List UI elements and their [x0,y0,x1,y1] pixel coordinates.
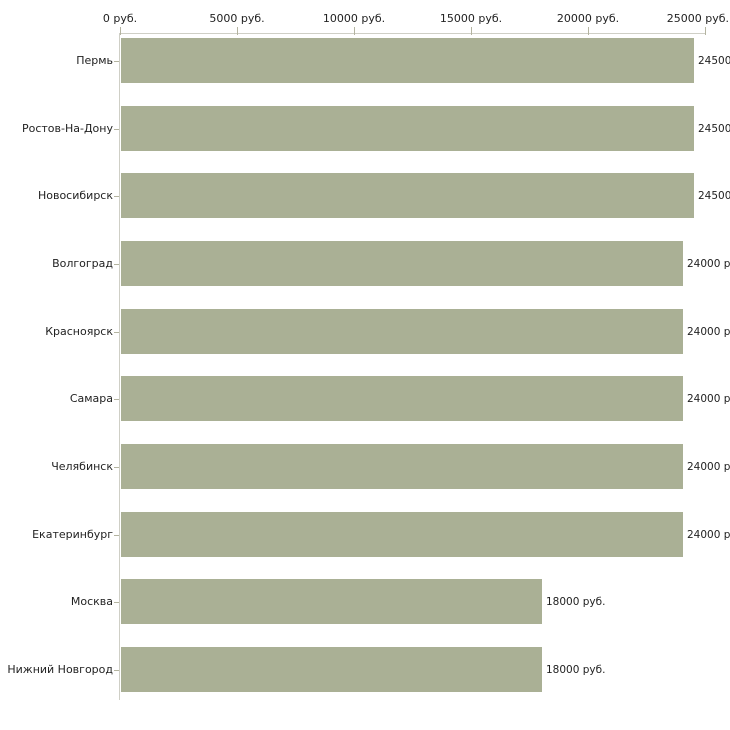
bar-4 [121,241,683,286]
value-label: 18000 руб. [546,663,606,676]
x-axis-tick [120,27,121,35]
y-axis-tick [114,602,119,603]
y-axis-tick [114,129,119,130]
category-label: Волгоград [52,256,113,270]
category-label: Пермь [76,53,113,67]
x-tick-label: 20000 руб. [556,12,620,25]
y-axis-tick [114,670,119,671]
category-label: Москва [70,594,113,608]
value-label: 24500 руб. [698,54,730,67]
bar-5 [121,309,683,354]
x-tick-label: 25000 руб. [666,12,729,25]
y-axis-tick [114,196,119,197]
category-label: Ростов-На-Дону [21,121,113,135]
bar-9 [121,579,542,624]
category-label: Новосибирск [37,188,113,202]
bar-6 [121,376,683,421]
y-axis-tick [114,467,119,468]
y-axis-tick [114,399,119,400]
x-axis-tick [237,27,238,35]
y-axis-tick [114,332,119,333]
y-axis-tick [114,264,119,265]
x-axis-tick [354,27,355,35]
category-label: Челябинск [51,459,113,473]
category-label: Екатеринбург [32,527,113,541]
bar-8 [121,512,683,557]
category-label: Нижний Новгород [7,662,113,676]
x-tick-label: 15000 руб. [439,12,503,25]
value-label: 24000 руб. [687,392,730,405]
y-axis-tick [114,61,119,62]
bar-1 [121,38,694,83]
value-label: 24000 руб. [687,460,730,473]
x-axis-tick [588,27,589,35]
value-label: 24500 руб. [698,122,730,135]
value-label: 24000 руб. [687,257,730,270]
y-axis-tick [114,535,119,536]
bar-7 [121,444,683,489]
x-axis-tick [705,27,706,35]
bar-2 [121,106,694,151]
x-axis-line [120,33,706,34]
value-label: 24000 руб. [687,528,730,541]
value-label: 24500 руб. [698,189,730,202]
value-label: 18000 руб. [546,595,606,608]
category-label: Самара [69,391,113,405]
category-label: Красноярск [45,324,113,338]
x-tick-label: 5000 руб. [209,12,265,25]
x-tick-label: 10000 руб. [322,12,386,25]
y-axis-line [119,33,120,700]
x-axis-tick [471,27,472,35]
bar-10 [121,647,542,692]
bar-3 [121,173,694,218]
value-label: 24000 руб. [687,325,730,338]
x-tick-label: 0 руб. [102,12,138,25]
